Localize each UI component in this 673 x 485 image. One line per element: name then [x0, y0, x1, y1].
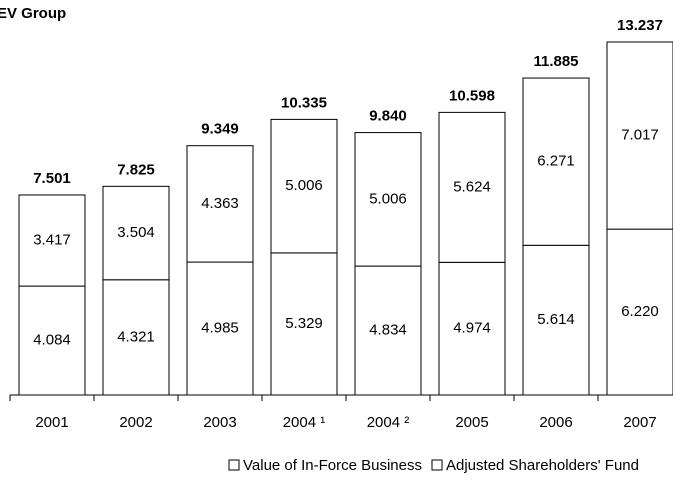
- total-label: 10.335: [281, 94, 327, 111]
- bar-segment: [186, 261, 254, 396]
- value-label: 5.006: [369, 190, 407, 207]
- value-label: 4.321: [117, 328, 155, 345]
- value-label: 7.017: [621, 127, 659, 144]
- value-label: 4.084: [33, 332, 71, 349]
- bar-segment: [18, 194, 86, 287]
- x-tick-label: 2004 ¹: [283, 414, 326, 431]
- bar-segment: [522, 77, 590, 246]
- value-label: 6.271: [537, 153, 575, 170]
- legend-swatch: [228, 459, 240, 471]
- x-tick-label: 2006: [539, 414, 572, 431]
- value-label: 5.624: [453, 178, 491, 195]
- bar-segment: [186, 145, 254, 263]
- value-label: 6.220: [621, 303, 659, 320]
- bar-segment: [354, 132, 422, 267]
- value-label: 4.985: [201, 319, 239, 336]
- value-label: 5.329: [285, 315, 323, 332]
- value-label: 4.974: [453, 320, 491, 337]
- bar-segment: [438, 111, 506, 263]
- legend-label: Value of In-Force Business: [243, 457, 422, 474]
- total-label: 10.598: [449, 87, 495, 104]
- bar-segment: [606, 228, 673, 396]
- value-label: 5.614: [537, 311, 575, 328]
- bar-segment: [102, 279, 170, 396]
- x-tick-label: 2004 ²: [367, 414, 410, 431]
- legend-label: Adjusted Shareholders' Fund: [446, 457, 639, 474]
- bar-segment: [522, 244, 590, 396]
- bar-segment: [270, 118, 338, 254]
- total-label: 7.825: [117, 161, 155, 178]
- bar-segment: [606, 41, 673, 230]
- value-label: 4.363: [201, 195, 239, 212]
- value-label: 4.834: [369, 322, 407, 339]
- x-tick-label: 2007: [623, 414, 656, 431]
- total-label: 7.501: [33, 170, 71, 187]
- bar-segment: [354, 265, 422, 396]
- total-label: 9.349: [201, 121, 239, 138]
- total-label: 13.237: [617, 17, 663, 34]
- value-label: 3.504: [117, 224, 155, 241]
- total-label: 11.885: [533, 53, 578, 70]
- value-label: 3.417: [33, 231, 71, 248]
- x-tick-label: 2003: [203, 414, 236, 431]
- legend-swatch: [431, 459, 443, 471]
- value-label: 5.006: [285, 177, 323, 194]
- bar-segment: [102, 185, 170, 281]
- bar-segment: [18, 285, 86, 396]
- x-tick-label: 2001: [35, 414, 68, 431]
- x-tick-label: 2005: [455, 414, 488, 431]
- chart-title: EV Group: [0, 5, 66, 22]
- x-tick-label: 2002: [119, 414, 152, 431]
- total-label: 9.840: [369, 108, 407, 125]
